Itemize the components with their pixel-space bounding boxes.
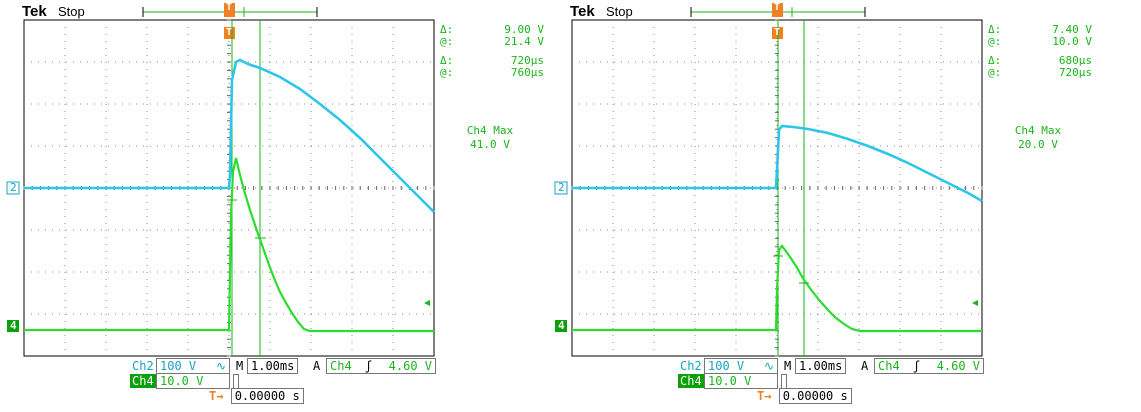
measurement: Ch4 Max 20.0 V: [988, 124, 1088, 152]
ch2-trace: [572, 124, 983, 203]
trigger-source: Ch4: [330, 359, 352, 373]
ch2-scale: 100 V: [708, 359, 745, 373]
oscilloscope-screen-right: Tek Stop T T 2 4 Δ: 7.40 V @: 10.0 V Δ: 680…: [548, 0, 1108, 412]
cursor-readout: Δ: 7.40 V @: 10.0 V Δ: 680μs @: 720μs Ch4 Ma…: [988, 23, 1098, 152]
trigger-icon: T: [226, 2, 233, 13]
volt-at-value: 10.0 V: [1052, 35, 1092, 48]
ch2-scale-box[interactable]: 100 V ∿: [156, 358, 230, 374]
trigger-position-icon: T: [209, 389, 217, 403]
timebase-scale[interactable]: 1.00ms: [795, 358, 847, 374]
ch4-label[interactable]: Ch4: [678, 374, 704, 388]
time-delta-value: 720μs: [510, 54, 544, 67]
acquisition-state[interactable]: Stop: [606, 4, 633, 19]
ch2-label[interactable]: Ch2: [132, 359, 154, 373]
timebase-label: M: [784, 359, 792, 373]
ch2-trace: [24, 58, 435, 213]
ch4-marker-label: 4: [558, 319, 565, 332]
trigger-level: 4.60 V: [388, 359, 432, 373]
trigger-settings-box[interactable]: Ch4 ʃ 4.60 V: [326, 358, 436, 374]
trigger-position-marker[interactable]: [224, 3, 235, 39]
trigger-slope-icon: ʃ: [364, 359, 373, 373]
trigger-icon: T: [774, 27, 781, 38]
volt-at-label: @:: [988, 35, 1002, 48]
trigger-position-value[interactable]: 0.00000 s: [778, 388, 852, 404]
ch4-marker-label: 4: [10, 319, 17, 332]
trigger-position-readout: T→ 0.00000 s: [209, 388, 304, 404]
oscilloscope-screen-left: Tek Stop T T 2 4 Δ: 9.00 V @: 21.4 V Δ: 720…: [0, 0, 560, 412]
volt-delta-value: 7.40 V: [1052, 23, 1092, 36]
ch2-scale-box[interactable]: 100 V ∿: [704, 358, 778, 374]
ac-coupling-icon: ∿: [215, 359, 226, 373]
time-delta-label: Δ:: [440, 54, 454, 67]
ch4-label[interactable]: Ch4: [130, 374, 156, 388]
ch2-label[interactable]: Ch2: [680, 359, 702, 373]
ch4-scale[interactable]: 10.0 V: [704, 373, 778, 389]
measurement-label: Ch4 Max: [1014, 124, 1062, 137]
trigger-settings-box[interactable]: Ch4 ʃ 4.60 V: [874, 358, 984, 374]
ch4-ground-marker[interactable]: [555, 320, 567, 332]
ch2-marker-label: 2: [10, 181, 17, 194]
ch4-scale[interactable]: 10.0 V: [156, 373, 230, 389]
waveform-display: [554, 3, 983, 357]
trigger-level-marker: [972, 300, 978, 306]
ch4-ground-marker[interactable]: [7, 320, 19, 332]
volt-at-label: @:: [440, 35, 454, 48]
measurement-label: Ch4 Max: [466, 124, 514, 137]
status-bar: Ch2 100 V ∿ M 1.00ms A Ch4 ʃ 4.60 V Ch4 …: [548, 358, 1108, 412]
ch2-ground-marker[interactable]: [6, 181, 20, 195]
trigger-icon: T: [226, 27, 233, 38]
volt-delta-value: 9.00 V: [504, 23, 544, 36]
ch2-scale: 100 V: [160, 359, 197, 373]
trigger-slope-icon: ʃ: [912, 359, 921, 373]
ch2-marker-label: 2: [558, 181, 565, 194]
timebase-scale[interactable]: 1.00ms: [247, 358, 299, 374]
ch2-ground-marker[interactable]: [554, 181, 568, 195]
trigger-position-readout: T→ 0.00000 s: [757, 388, 852, 404]
trigger-level-marker: [424, 300, 430, 306]
trigger-position-value[interactable]: 0.00000 s: [230, 388, 304, 404]
waveform-display: [6, 3, 435, 357]
ch4-trace: [24, 157, 434, 333]
brand-label: Tek: [22, 3, 47, 20]
trigger-mode: A: [861, 359, 869, 373]
status-bar: Ch2 100 V ∿ M 1.00ms A Ch4 ʃ 4.60 V Ch4 …: [0, 358, 560, 412]
timebase-label: M: [236, 359, 244, 373]
acquisition-state[interactable]: Stop: [58, 4, 85, 19]
volt-delta-label: Δ:: [988, 23, 1002, 36]
volt-delta-label: Δ:: [440, 23, 454, 36]
volt-at-value: 21.4 V: [504, 35, 544, 48]
trigger-icon: T: [774, 2, 781, 13]
time-at-value: 760μs: [510, 66, 544, 79]
time-at-label: @:: [988, 66, 1002, 79]
trigger-position-icon: T: [757, 389, 765, 403]
time-at-value: 720μs: [1058, 66, 1092, 79]
time-at-label: @:: [440, 66, 454, 79]
measurement-value: 20.0 V: [1018, 138, 1058, 151]
brand-label: Tek: [570, 3, 595, 20]
trigger-level: 4.60 V: [936, 359, 980, 373]
trigger-mode: A: [313, 359, 321, 373]
time-delta-label: Δ:: [988, 54, 1002, 67]
trigger-source: Ch4: [878, 359, 900, 373]
ch4-trace: [572, 244, 982, 333]
time-delta-value: 680μs: [1058, 54, 1092, 67]
cursor-readout: Δ: 9.00 V @: 21.4 V Δ: 720μs @: 760μs Ch4 Ma…: [440, 23, 550, 152]
measurement: Ch4 Max 41.0 V: [440, 124, 540, 152]
ac-coupling-icon: ∿: [763, 359, 774, 373]
measurement-value: 41.0 V: [470, 138, 510, 151]
